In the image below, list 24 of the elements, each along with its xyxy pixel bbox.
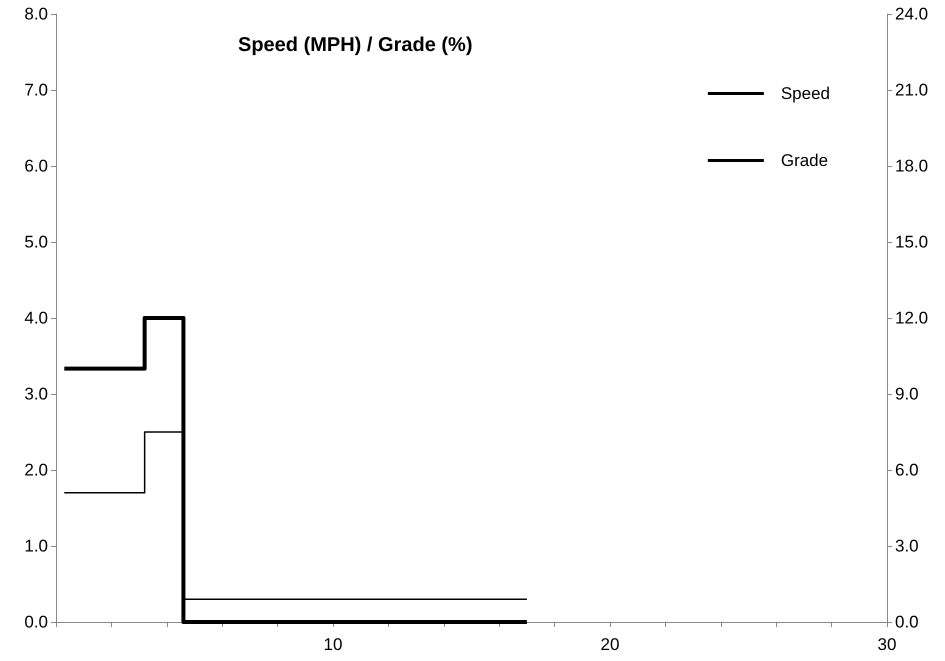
y2-tick-label: 3.0: [895, 536, 919, 556]
x-tick-label: 20: [600, 635, 620, 654]
y2-tick-label: 24.0: [895, 4, 928, 24]
legend-label: Speed: [780, 84, 830, 103]
y2-tick-label: 18.0: [895, 156, 928, 176]
y2-tick-label: 12.0: [895, 308, 928, 328]
y2-tick-label: 9.0: [895, 384, 919, 404]
y-tick-label: 0.0: [24, 612, 48, 632]
y-tick-label: 8.0: [24, 4, 48, 24]
y-tick-label: 5.0: [24, 232, 48, 252]
legend-label: Grade: [780, 151, 828, 170]
y-tick-label: 7.0: [24, 80, 48, 100]
y-tick-label: 4.0: [24, 308, 48, 328]
y2-tick-label: 15.0: [895, 232, 928, 252]
y-tick-label: 3.0: [24, 384, 48, 404]
y-tick-label: 6.0: [24, 156, 48, 176]
y-tick-label: 2.0: [24, 460, 48, 480]
y2-tick-label: 0.0: [895, 612, 919, 632]
y2-tick-label: 6.0: [895, 460, 919, 480]
x-tick-label: 10: [324, 635, 342, 654]
text: Speed (MPH) / Grade (%): [238, 34, 472, 56]
x-tick-label: 30: [878, 635, 896, 654]
y-tick-label: 1.0: [24, 536, 48, 556]
y2-tick-label: 21.0: [895, 80, 928, 100]
